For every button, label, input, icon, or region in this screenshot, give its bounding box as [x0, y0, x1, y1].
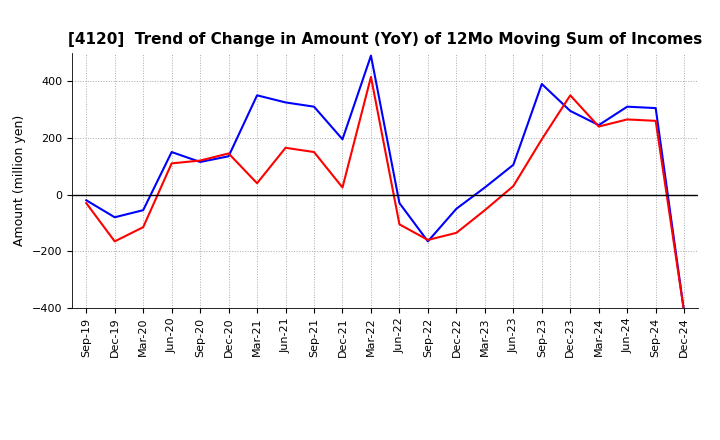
- Line: Net Income: Net Income: [86, 77, 684, 312]
- Ordinary Income: [452, 206, 461, 211]
- Net Income: [82, 201, 91, 206]
- Ordinary Income: [253, 93, 261, 98]
- Net Income: [395, 222, 404, 227]
- Net Income: [366, 74, 375, 80]
- Ordinary Income: [423, 239, 432, 244]
- Ordinary Income: [196, 159, 204, 165]
- Ordinary Income: [595, 122, 603, 128]
- Ordinary Income: [680, 310, 688, 315]
- Net Income: [110, 239, 119, 244]
- Ordinary Income: [566, 108, 575, 114]
- Net Income: [680, 310, 688, 315]
- Net Income: [623, 117, 631, 122]
- Net Income: [225, 151, 233, 156]
- Ordinary Income: [139, 208, 148, 213]
- Ordinary Income: [537, 81, 546, 87]
- Ordinary Income: [110, 215, 119, 220]
- Net Income: [480, 208, 489, 213]
- Net Income: [338, 185, 347, 190]
- Net Income: [253, 180, 261, 186]
- Ordinary Income: [623, 104, 631, 109]
- Net Income: [139, 224, 148, 230]
- Net Income: [509, 183, 518, 189]
- Net Income: [652, 118, 660, 124]
- Ordinary Income: [338, 137, 347, 142]
- Ordinary Income: [282, 100, 290, 105]
- Net Income: [167, 161, 176, 166]
- Ordinary Income: [509, 162, 518, 168]
- Net Income: [595, 124, 603, 129]
- Y-axis label: Amount (million yen): Amount (million yen): [13, 115, 26, 246]
- Net Income: [537, 137, 546, 142]
- Net Income: [282, 145, 290, 150]
- Ordinary Income: [366, 53, 375, 58]
- Ordinary Income: [395, 201, 404, 206]
- Ordinary Income: [310, 104, 318, 109]
- Net Income: [196, 158, 204, 163]
- Ordinary Income: [82, 198, 91, 203]
- Line: Ordinary Income: Ordinary Income: [86, 55, 684, 312]
- Ordinary Income: [480, 185, 489, 190]
- Net Income: [452, 230, 461, 235]
- Title: [4120]  Trend of Change in Amount (YoY) of 12Mo Moving Sum of Incomes: [4120] Trend of Change in Amount (YoY) o…: [68, 33, 702, 48]
- Net Income: [423, 237, 432, 242]
- Net Income: [566, 93, 575, 98]
- Ordinary Income: [225, 154, 233, 159]
- Ordinary Income: [167, 150, 176, 155]
- Net Income: [310, 150, 318, 155]
- Ordinary Income: [652, 106, 660, 111]
